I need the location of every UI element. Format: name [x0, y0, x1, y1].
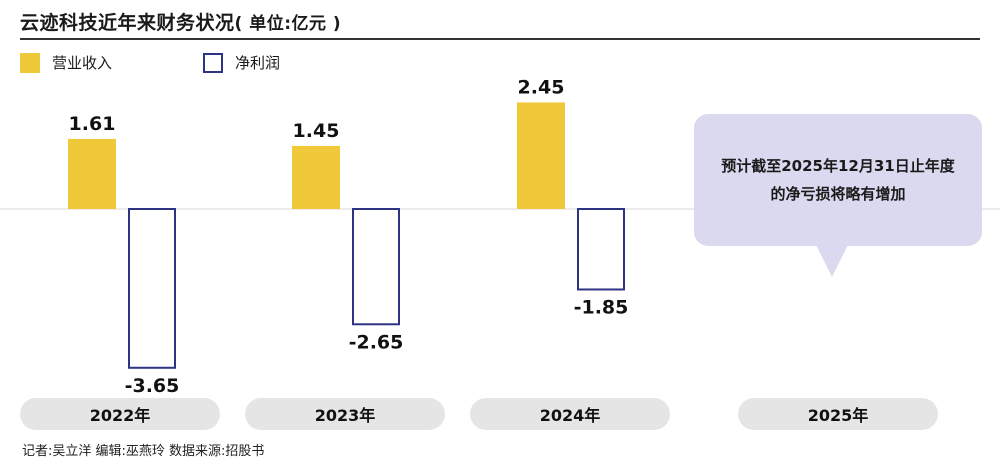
bar-net-profit-0	[128, 208, 176, 369]
legend-swatch-revenue	[20, 52, 40, 73]
legend-label-revenue: 营业收入	[52, 54, 113, 72]
title-unit: ( 单位:亿元 )	[234, 14, 342, 34]
bar-revenue-1	[292, 145, 340, 209]
callout-text: 预计截至2025年12月31日止年度的净亏损将略有增加	[721, 157, 955, 203]
legend-item-revenue: 营业收入	[20, 52, 112, 73]
label-revenue-1: 1.45	[293, 120, 340, 142]
bar-revenue-0	[68, 138, 116, 209]
title-text: 云迹科技近年来财务状况	[20, 12, 235, 34]
chart-title: 云迹科技近年来财务状况( 单位:亿元 )	[20, 8, 341, 35]
bar-revenue-2	[517, 102, 565, 209]
credit-line: 记者:吴立洋 编辑:巫燕玲 数据来源:招股书	[22, 444, 265, 459]
label-revenue-0: 1.61	[69, 113, 116, 135]
year-pill-2025: 2025年	[738, 398, 938, 430]
legend-swatch-net-profit	[203, 52, 223, 73]
label-net-profit-2: -1.85	[574, 296, 629, 318]
bar-net-profit-2	[577, 208, 625, 291]
bars-group: 1.61 -3.65 1.45 -2.65 2.45 -1.85	[68, 76, 629, 397]
callout-tail	[816, 245, 848, 277]
label-net-profit-1: -2.65	[349, 331, 404, 353]
legend-label-net-profit: 净利润	[235, 54, 281, 72]
forecast-callout: 预计截至2025年12月31日止年度的净亏损将略有增加	[694, 114, 982, 246]
year-pill-2024: 2024年	[470, 398, 670, 430]
legend-item-net-profit: 净利润	[203, 52, 280, 73]
label-revenue-2: 2.45	[518, 76, 565, 98]
label-net-profit-0: -3.65	[125, 375, 180, 397]
bar-net-profit-1	[352, 208, 400, 326]
year-pill-2023: 2023年	[245, 398, 445, 430]
title-divider	[20, 38, 980, 40]
year-pill-2022: 2022年	[20, 398, 220, 430]
